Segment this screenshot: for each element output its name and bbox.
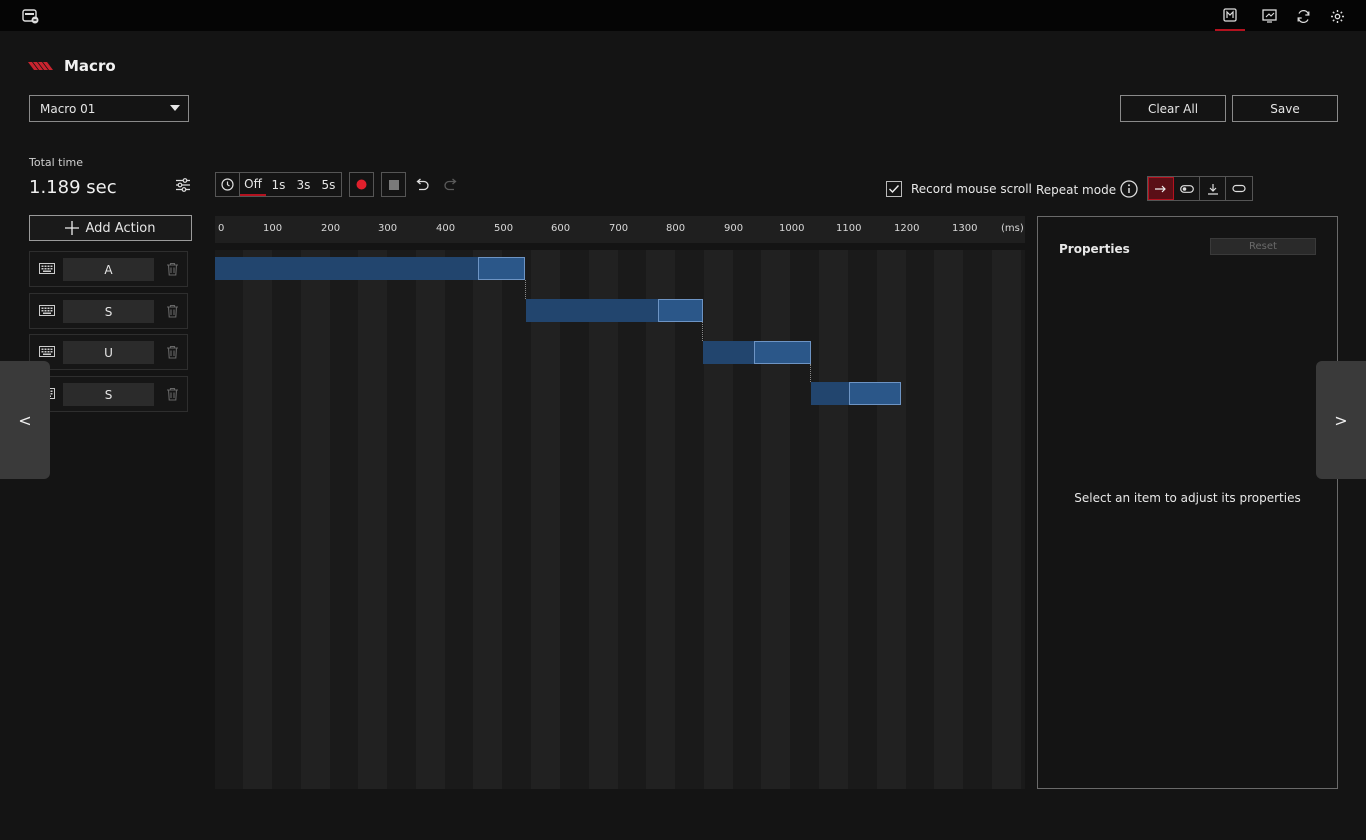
tick-label: 1000: [779, 223, 805, 234]
total-time-label: Total time: [29, 156, 84, 169]
tick-label: 300: [378, 223, 398, 234]
delay-1s-button[interactable]: 1s: [271, 177, 286, 192]
app-logo-icon[interactable]: [20, 5, 42, 27]
tick-label: 700: [609, 223, 629, 234]
record-icon: [356, 179, 367, 190]
action-key[interactable]: S: [63, 300, 154, 323]
timeline-event-release-handle[interactable]: [754, 341, 811, 364]
action-row[interactable]: U: [29, 334, 188, 370]
tick-label: 100: [263, 223, 283, 234]
trash-icon[interactable]: [166, 304, 179, 318]
tick-label: 900: [724, 223, 744, 234]
properties-title: Properties: [1059, 242, 1130, 256]
page-header: Macro: [28, 57, 116, 75]
timeline-grid: [215, 250, 1025, 789]
record-mouse-scroll-checkbox[interactable]: Record mouse scroll: [886, 181, 1032, 197]
checkbox-icon: [886, 181, 902, 197]
macro-icon[interactable]: [1215, 0, 1245, 31]
tick-label: 0: [218, 223, 225, 234]
timeline-event-bar[interactable]: [703, 341, 755, 364]
tick-label: 1100: [836, 223, 862, 234]
timeline-event-release-handle[interactable]: [849, 382, 901, 405]
timeline-event-bar[interactable]: [215, 257, 479, 280]
stop-button[interactable]: [381, 172, 406, 197]
timeline-event-release-handle[interactable]: [658, 299, 703, 322]
clock-icon[interactable]: [216, 173, 240, 196]
delay-5s-button[interactable]: 5s: [321, 177, 336, 192]
keyboard-icon: [39, 346, 55, 357]
properties-hint: Select an item to adjust its properties: [1074, 491, 1301, 505]
delay-3s-button[interactable]: 3s: [296, 177, 311, 192]
keyboard-icon: [39, 305, 55, 316]
reset-button[interactable]: Reset: [1210, 238, 1316, 255]
macro-stripes-icon: [28, 60, 54, 72]
tick-label: 1300: [952, 223, 978, 234]
keyboard-icon: [39, 263, 55, 274]
info-icon[interactable]: [1120, 180, 1138, 198]
tick-label: 1200: [894, 223, 920, 234]
action-key[interactable]: S: [63, 383, 154, 406]
trash-icon[interactable]: [166, 345, 179, 359]
page-title: Macro: [64, 57, 116, 75]
sliders-icon[interactable]: [175, 178, 191, 192]
timeline-event-bar[interactable]: [526, 299, 659, 322]
trash-icon[interactable]: [166, 387, 179, 401]
timeline-unit: (ms): [1001, 223, 1024, 234]
properties-panel: Properties Reset Select an item to adjus…: [1037, 216, 1338, 789]
repeat-once-arrow-icon[interactable]: [1148, 177, 1174, 200]
total-time-value: 1.189 sec: [29, 177, 117, 198]
tick-label: 600: [551, 223, 571, 234]
timeline-ruler: 0 100 200 300 400 500 600 700 800 900 10…: [215, 216, 1025, 243]
repeat-toggle-icon[interactable]: [1174, 177, 1200, 200]
repeat-loop-icon[interactable]: [1226, 177, 1252, 200]
monitor-icon[interactable]: [1258, 5, 1280, 27]
tick-label: 200: [321, 223, 341, 234]
action-key[interactable]: U: [63, 341, 154, 364]
action-row[interactable]: S: [29, 376, 188, 412]
add-action-button[interactable]: Add Action: [29, 215, 192, 241]
top-bar: [0, 0, 1366, 31]
redo-icon[interactable]: [442, 173, 460, 196]
next-page-button[interactable]: >: [1316, 361, 1366, 479]
macro-select-value: Macro 01: [40, 102, 96, 116]
gear-icon[interactable]: [1326, 5, 1348, 27]
macro-select[interactable]: Macro 01: [29, 95, 189, 122]
delay-group: Off 1s 3s 5s: [215, 172, 342, 197]
timeline-event-release-handle[interactable]: [478, 257, 525, 280]
delay-off-button[interactable]: Off: [240, 173, 266, 196]
repeat-mode-label: Repeat mode: [1036, 183, 1117, 197]
action-row[interactable]: A: [29, 251, 188, 287]
tick-label: 800: [666, 223, 686, 234]
prev-page-button[interactable]: <: [0, 361, 50, 479]
action-key[interactable]: A: [63, 258, 154, 281]
plus-icon: [65, 221, 80, 235]
save-button[interactable]: Save: [1232, 95, 1338, 122]
action-row[interactable]: S: [29, 293, 188, 329]
record-button[interactable]: [349, 172, 374, 197]
timeline-event-bar[interactable]: [811, 382, 850, 405]
repeat-mode-group: [1147, 176, 1253, 201]
tick-label: 400: [436, 223, 456, 234]
chevron-down-icon: [170, 105, 180, 111]
record-mouse-scroll-label: Record mouse scroll: [911, 182, 1032, 196]
trash-icon[interactable]: [166, 262, 179, 276]
stop-icon: [388, 179, 399, 190]
clear-all-button[interactable]: Clear All: [1120, 95, 1226, 122]
undo-icon[interactable]: [413, 173, 431, 196]
tick-label: 500: [494, 223, 514, 234]
add-action-label: Add Action: [85, 220, 156, 236]
repeat-while-pressed-icon[interactable]: [1200, 177, 1226, 200]
sync-icon[interactable]: [1292, 5, 1314, 27]
